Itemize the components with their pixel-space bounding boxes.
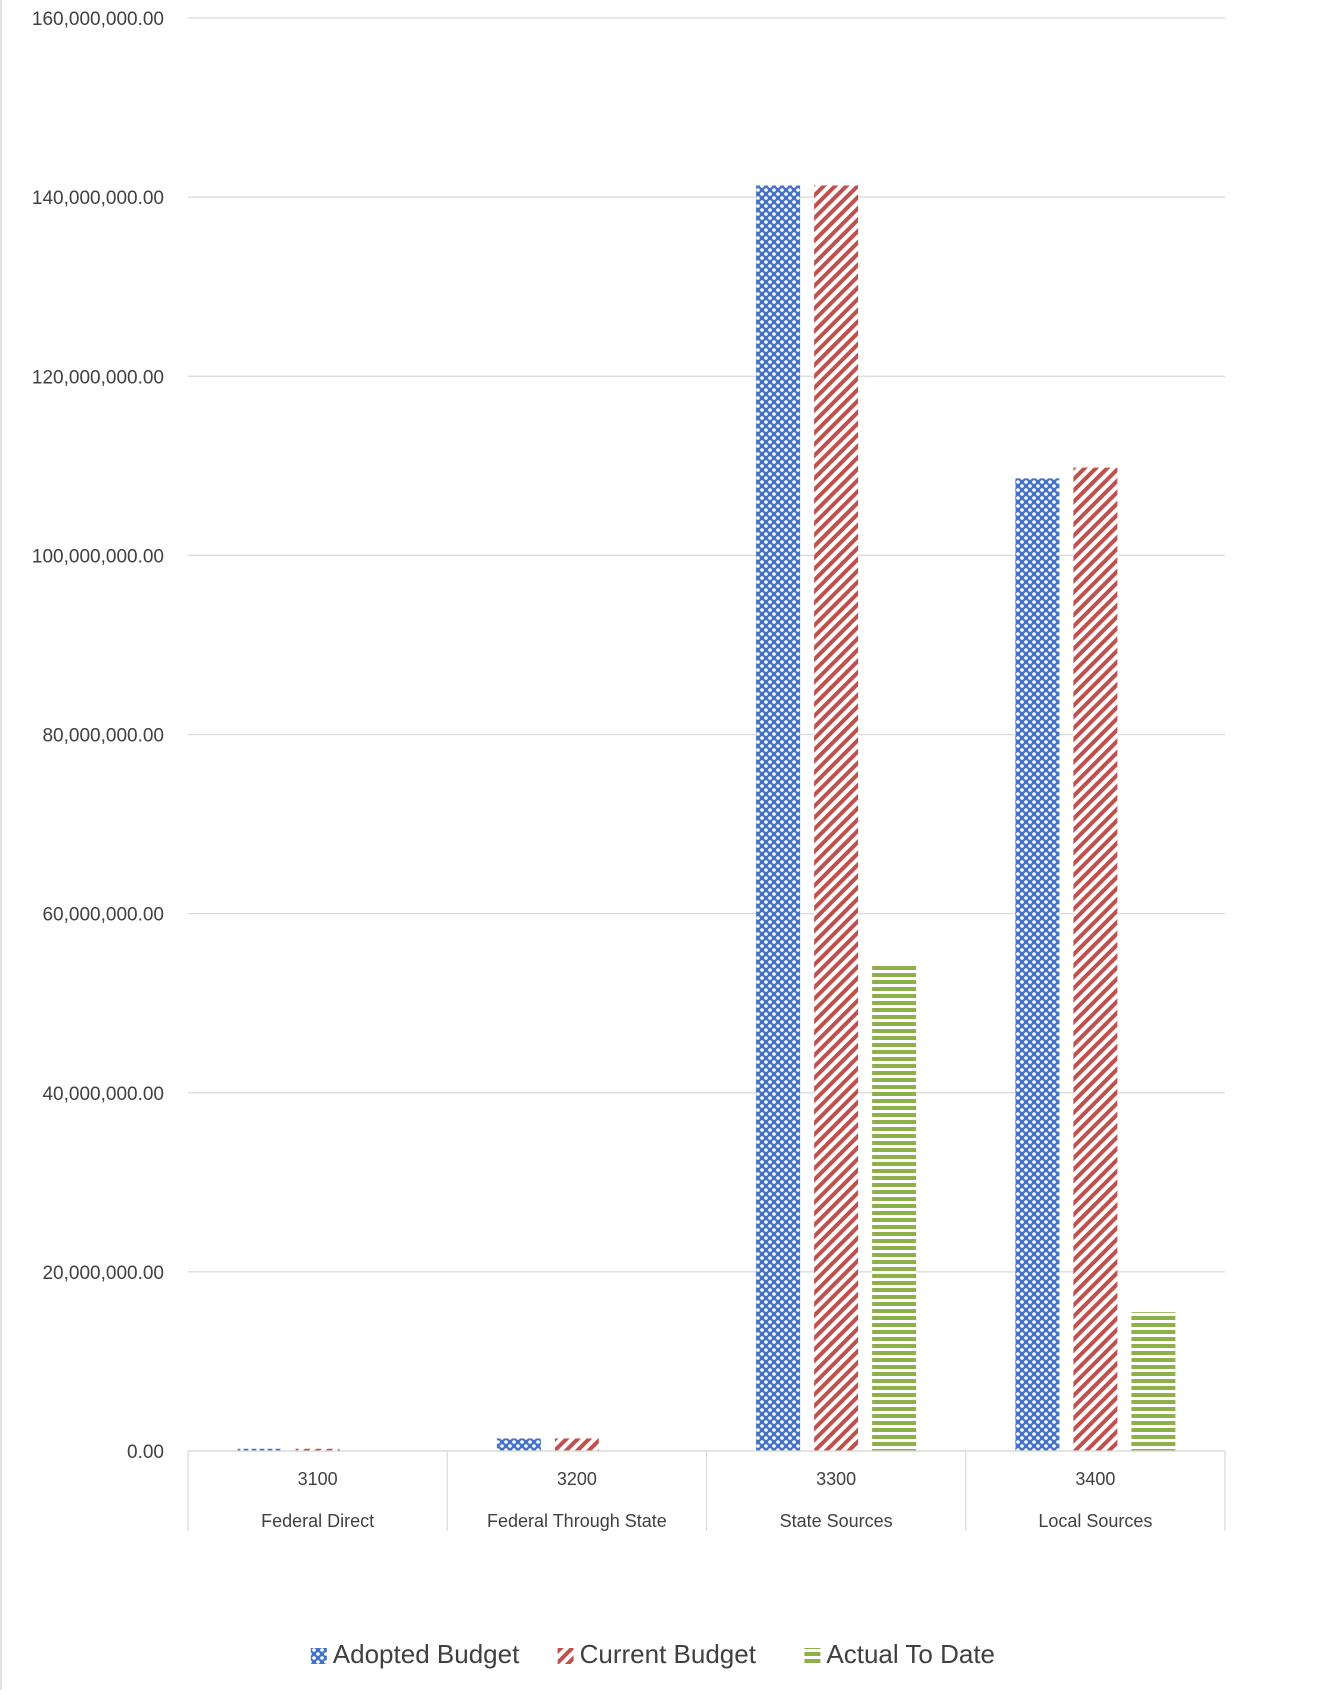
legend-label: Current Budget <box>580 1639 757 1669</box>
y-tick-label: 140,000,000.00 <box>32 188 164 209</box>
bar-diagonal-3400 <box>1073 467 1118 1451</box>
category-code-label: 3400 <box>1075 1469 1115 1489</box>
y-tick-label: 100,000,000.00 <box>32 546 164 567</box>
category-code-label: 3100 <box>298 1469 338 1489</box>
bar-dots-3300 <box>756 185 801 1451</box>
bar-diagonal-3200 <box>554 1438 599 1451</box>
y-tick-label: 60,000,000.00 <box>42 905 164 926</box>
bar-horizontal-3300 <box>872 964 917 1451</box>
bar-dots-3400 <box>1015 478 1060 1451</box>
y-tick-label: 40,000,000.00 <box>42 1084 164 1105</box>
y-tick-label: 120,000,000.00 <box>32 367 164 388</box>
legend-swatch-diagonal <box>557 1648 574 1664</box>
y-tick-label: 80,000,000.00 <box>42 726 164 747</box>
bar-diagonal-3300 <box>814 185 859 1451</box>
y-tick-label: 0.00 <box>127 1442 164 1463</box>
category-name-label: Federal Through State <box>487 1511 667 1531</box>
bar-dots-3200 <box>496 1438 541 1451</box>
y-tick-label: 160,000,000.00 <box>32 9 164 30</box>
category-code-label: 3300 <box>816 1469 856 1489</box>
category-name-label: Federal Direct <box>261 1511 374 1531</box>
bar-dots-3100 <box>237 1448 282 1451</box>
legend-label: Adopted Budget <box>333 1639 520 1669</box>
category-code-label: 3200 <box>557 1469 597 1489</box>
bar-horizontal-3400 <box>1131 1312 1176 1451</box>
legend-label: Actual To Date <box>826 1639 995 1669</box>
y-tick-label: 20,000,000.00 <box>42 1263 164 1284</box>
category-name-label: State Sources <box>780 1511 893 1531</box>
legend-swatch-horizontal <box>804 1648 821 1664</box>
category-name-label: Local Sources <box>1038 1511 1152 1531</box>
legend-swatch-dots <box>310 1648 327 1664</box>
bar-diagonal-3100 <box>295 1448 340 1451</box>
